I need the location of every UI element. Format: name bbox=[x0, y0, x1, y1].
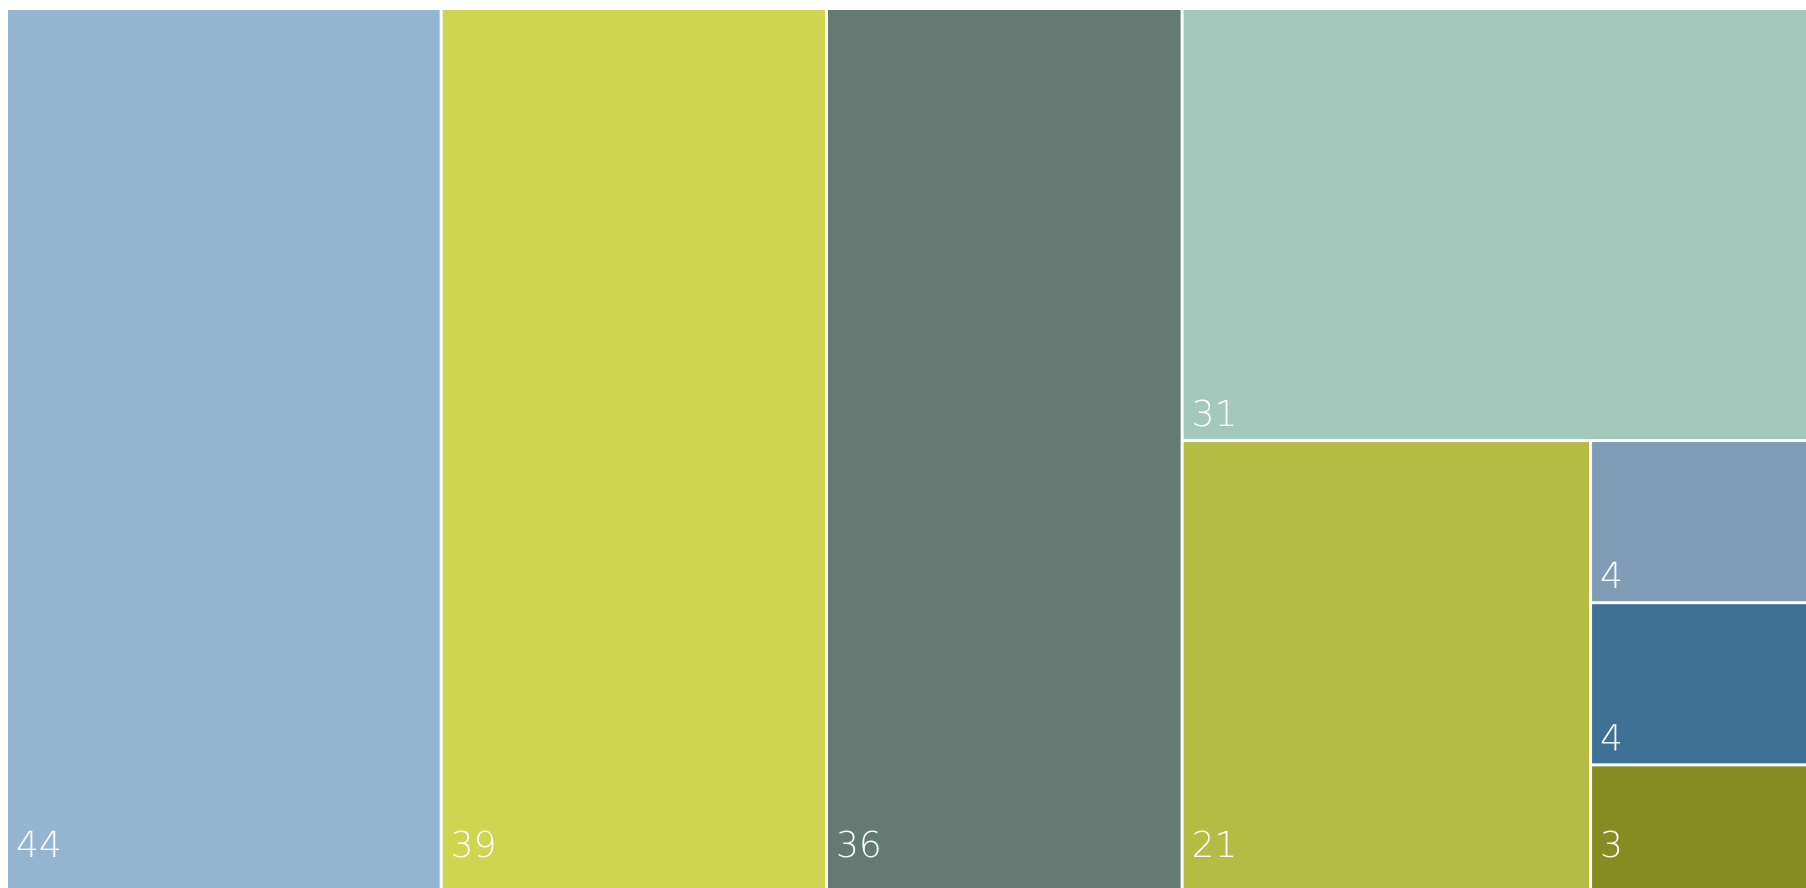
treemap-tile-5 bbox=[1183, 442, 1590, 888]
treemap-tile-label-4: 31 bbox=[1192, 394, 1238, 435]
treemap-tile-label-3: 36 bbox=[836, 825, 882, 866]
treemap-tile-1 bbox=[8, 10, 440, 888]
treemap-tile-label-2: 39 bbox=[451, 825, 497, 866]
treemap-tile-label-6: 4 bbox=[1600, 556, 1623, 597]
treemap-tile-label-5: 21 bbox=[1192, 825, 1238, 866]
treemap-tile-2 bbox=[442, 10, 825, 888]
treemap-tile-label-8: 3 bbox=[1600, 825, 1623, 866]
treemap-tile-label-1: 44 bbox=[16, 825, 62, 866]
treemap-tile-4 bbox=[1183, 10, 1806, 440]
treemap-tile-label-7: 4 bbox=[1600, 718, 1623, 759]
treemap-tile-8 bbox=[1592, 766, 1806, 888]
treemap-tile-3 bbox=[827, 10, 1181, 888]
treemap-tile-7 bbox=[1592, 604, 1806, 764]
treemap-tile-6 bbox=[1592, 442, 1806, 602]
